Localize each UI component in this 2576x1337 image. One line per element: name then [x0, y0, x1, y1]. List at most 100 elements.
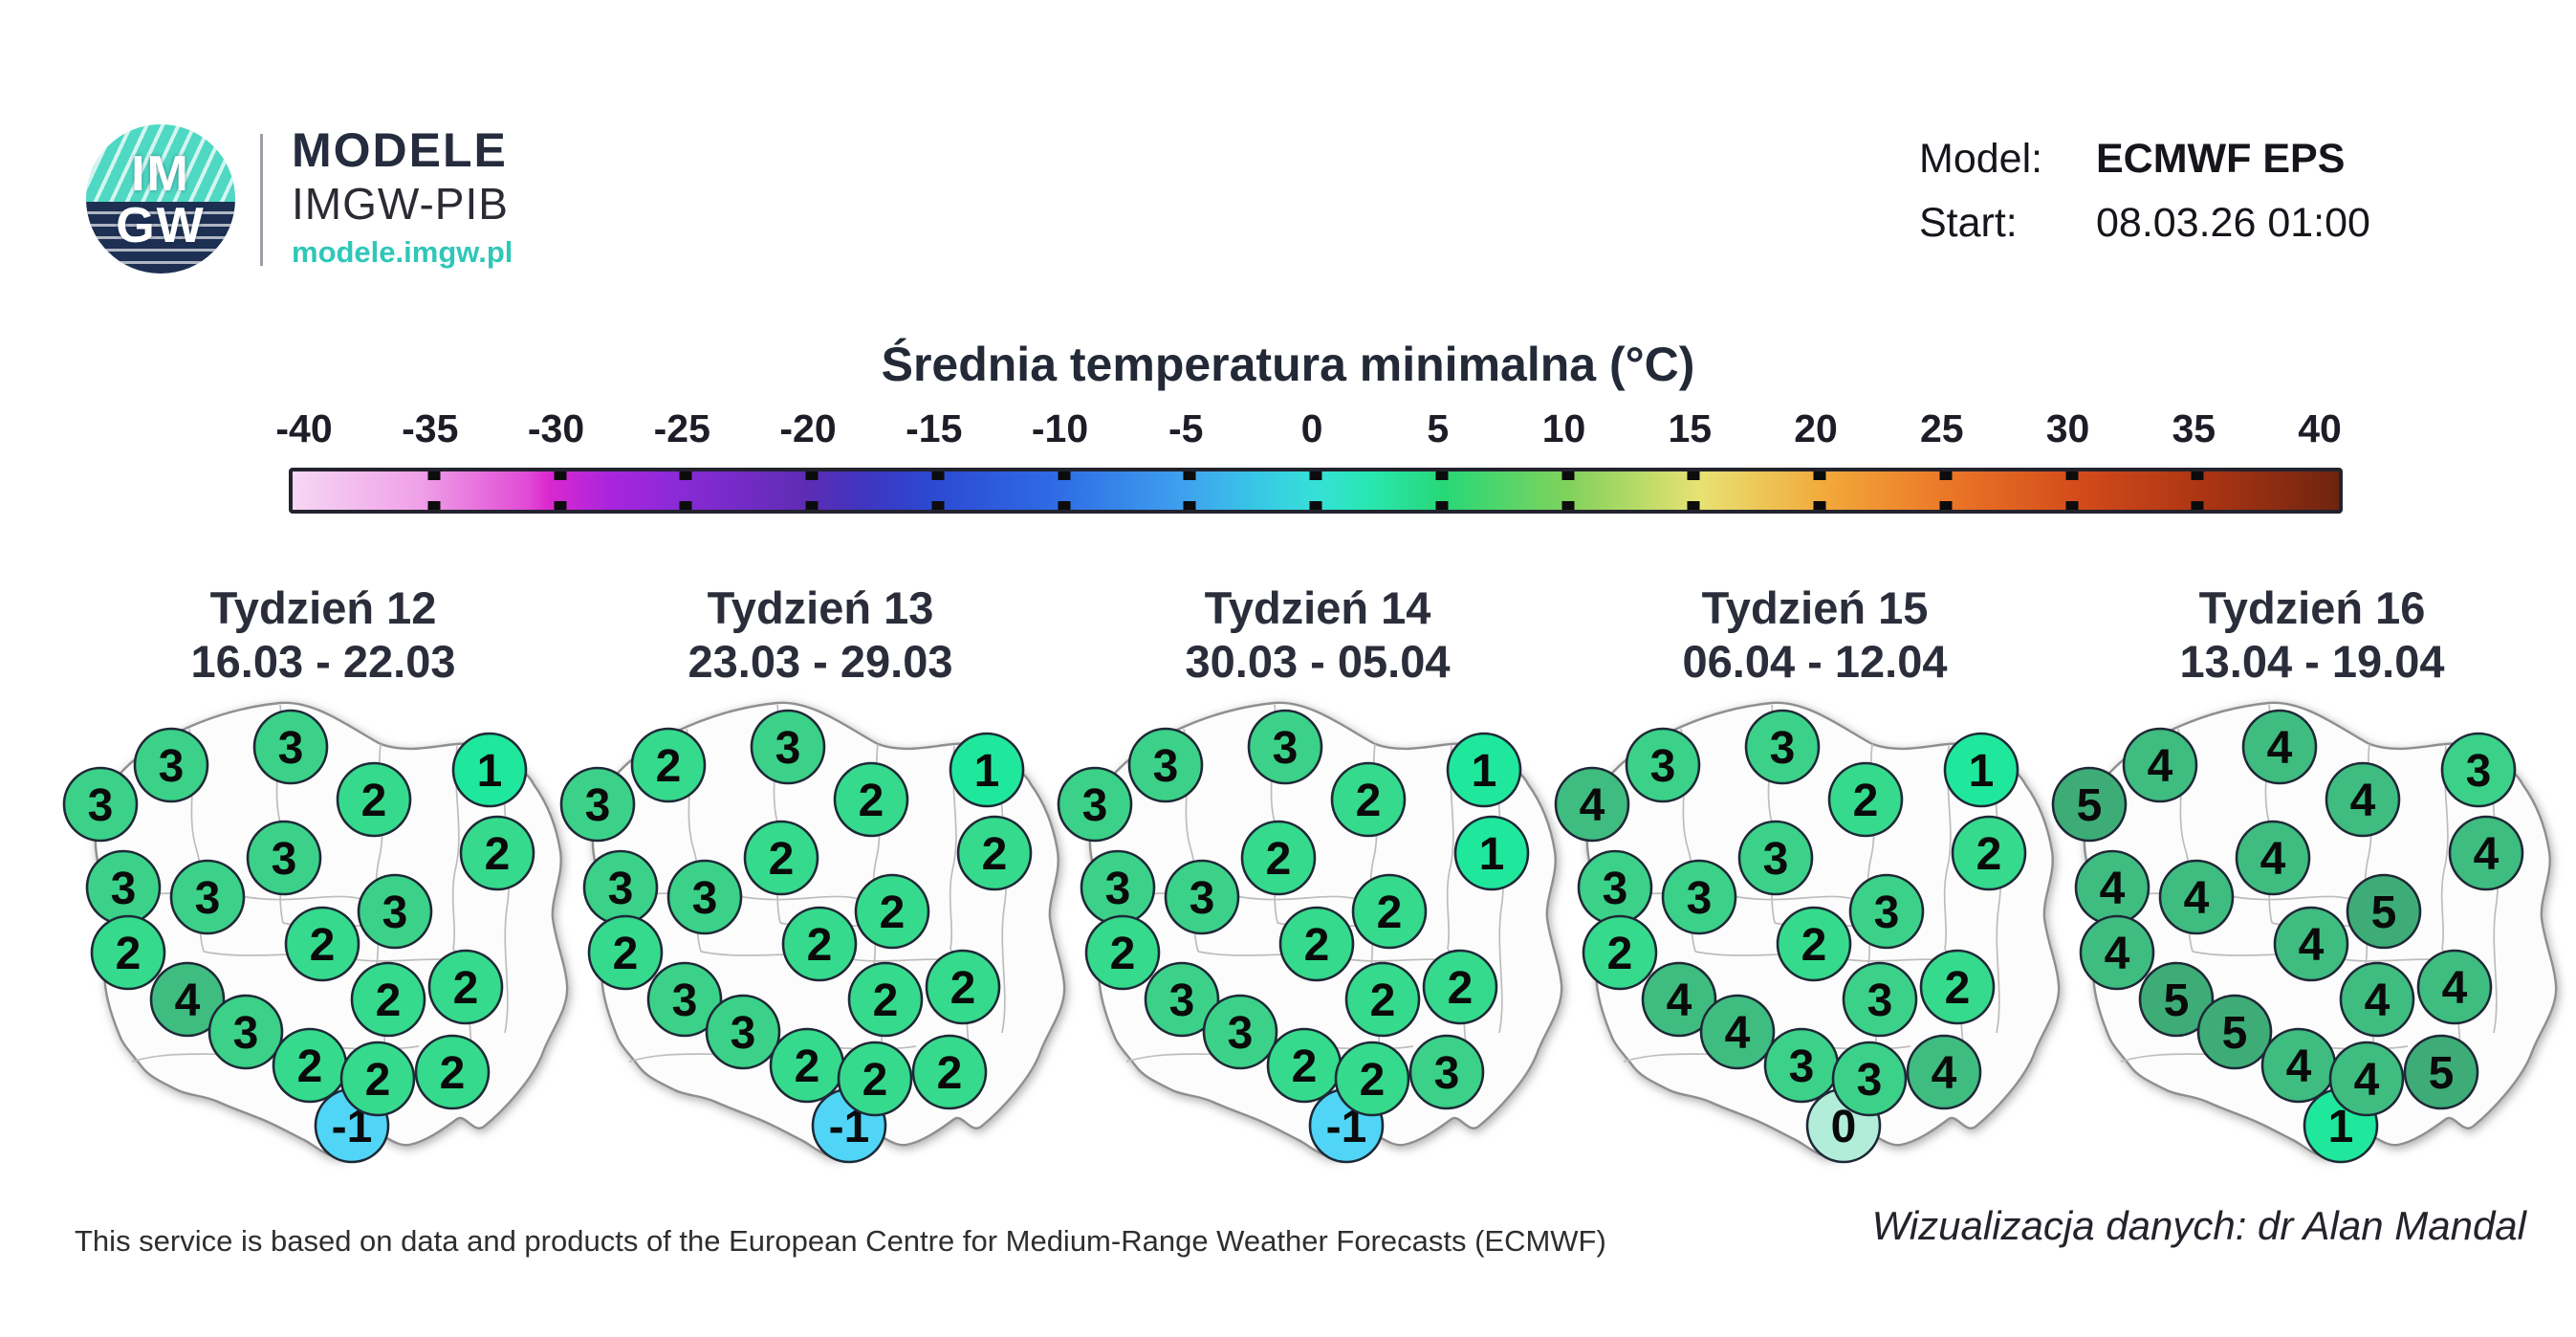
colorbar-tick-label: 40 [2298, 406, 2342, 450]
temperature-marker: 3 [1164, 859, 1240, 935]
temperature-circle [350, 961, 426, 1038]
temperature-value: 3 [1153, 741, 1179, 792]
temperature-value: 3 [692, 873, 718, 924]
temperature-marker: 2 [1330, 761, 1407, 838]
colorbar-tick-notch [1058, 471, 1070, 480]
temperature-marker: 3 [1763, 1027, 1840, 1104]
temperature-circle [1334, 1041, 1410, 1117]
colorbar-tick-notch [2065, 471, 2078, 480]
colorbar-tick-label: 0 [1300, 406, 1323, 450]
temperature-circle [2235, 820, 2311, 896]
temperature-marker: 3 [705, 994, 781, 1070]
temperature-value: 2 [1304, 920, 1330, 971]
brand-url: modele.imgw.pl [292, 235, 513, 269]
temperature-circle [90, 914, 166, 991]
temperature-circle [1453, 815, 1530, 891]
model-info: Model: ECMWF EPS Start: 08.03.26 01:00 [1919, 136, 2370, 264]
colorbar-tick-notch [1309, 471, 1322, 480]
temperature-value: 3 [195, 873, 221, 924]
week-label: Tydzień 12 [209, 582, 437, 633]
week-date-range: 23.03 - 29.03 [688, 636, 953, 687]
temperature-value: 3 [775, 723, 801, 774]
temperature-circle [2403, 1034, 2479, 1110]
temperature-marker: 2 [911, 1034, 988, 1110]
temperature-circle [2346, 873, 2422, 950]
temperature-marker: 2 [284, 906, 360, 982]
week-date-range: 30.03 - 05.04 [1185, 636, 1451, 687]
temperature-marker: 2 [847, 961, 924, 1038]
temperature-circle [847, 961, 924, 1038]
temperature-value: 3 [111, 864, 137, 914]
temperature-value: 4 [1580, 780, 1605, 831]
temperature-circle [2138, 961, 2215, 1038]
temperature-value: 2 [769, 834, 795, 885]
temperature-marker: 3 [1842, 961, 1918, 1038]
temperature-marker: 2 [272, 1027, 348, 1104]
temperature-value: 2 [485, 829, 511, 880]
temperature-value: 5 [2429, 1048, 2455, 1099]
temperature-value: 2 [1448, 963, 1474, 1014]
colorbar [289, 468, 2343, 514]
temperature-circle [357, 873, 433, 950]
temperature-value: 3 [1434, 1048, 1460, 1099]
temperature-circle [1848, 873, 1925, 950]
temperature-marker: 4 [2328, 1041, 2405, 1117]
colorbar-tick-label: -10 [1031, 406, 1089, 450]
temperature-marker: 3 [2440, 732, 2517, 808]
temperature-circle [630, 727, 707, 803]
temperature-value: 1 [1472, 746, 1497, 797]
colorbar-tick-notch [1435, 471, 1449, 480]
temperature-marker: 3 [1408, 1034, 1485, 1110]
temperature-circle [62, 766, 139, 843]
temperature-marker: 2 [1776, 906, 1852, 982]
temperature-marker: 3 [750, 709, 826, 785]
temperature-circle [2440, 732, 2517, 808]
temperature-marker: 2 [1351, 873, 1428, 950]
temperature-circle [1943, 732, 2019, 808]
colorbar-tick-label: 20 [1794, 406, 1838, 450]
temperature-value: 2 [1360, 1055, 1386, 1106]
temperature-value: 2 [937, 1048, 963, 1099]
temperature-value: 2 [1356, 776, 1382, 826]
temperature-marker: 2 [854, 873, 930, 950]
start-label: Start: [1919, 200, 2018, 246]
temperature-marker: 2 [956, 815, 1033, 891]
temperature-circle [1330, 761, 1407, 838]
temperature-circle [1776, 906, 1852, 982]
temperature-marker: 3 [1744, 709, 1821, 785]
temperature-value: 2 [116, 929, 142, 979]
colorbar-tick-notch [1183, 501, 1196, 510]
temperature-circle [2325, 761, 2401, 838]
imgw-logo-icon: IM GW [86, 124, 235, 274]
temperature-marker: 2 [1951, 815, 2027, 891]
colorbar-tick-label: 10 [1541, 406, 1586, 450]
temperature-marker: 2 [350, 961, 426, 1038]
colorbar-tick-label: -5 [1168, 406, 1204, 450]
temperature-circle [1202, 994, 1278, 1070]
temperature-marker: 1 [1943, 732, 2019, 808]
temperature-value: 3 [1082, 780, 1108, 831]
temperature-marker: 2 [1084, 914, 1161, 991]
temperature-value: 3 [272, 834, 297, 885]
temperature-value: 3 [1169, 975, 1195, 1026]
colorbar-tick-notch [2065, 501, 2078, 510]
temperature-marker: 2 [1344, 961, 1421, 1038]
colorbar-tick-notch [2191, 471, 2204, 480]
temperature-marker: 2 [781, 906, 858, 982]
temperature-circle [2241, 709, 2318, 785]
temperature-value: 3 [1867, 975, 1893, 1026]
temperature-value: 3 [608, 864, 634, 914]
temperature-value: 3 [1105, 864, 1131, 914]
temperature-marker: 3 [85, 849, 162, 926]
temperature-value: 3 [278, 723, 304, 774]
temperature-value: 2 [613, 929, 639, 979]
colorbar-tick-notch [679, 471, 692, 480]
temperature-marker: 2 [925, 949, 1001, 1025]
temperature-circle [207, 994, 284, 1070]
temperature-marker: 2 [427, 949, 504, 1025]
week-label: Tydzień 16 [2198, 582, 2426, 633]
temperature-value: 2 [297, 1041, 323, 1092]
logo-gw-text: GW [116, 198, 206, 253]
